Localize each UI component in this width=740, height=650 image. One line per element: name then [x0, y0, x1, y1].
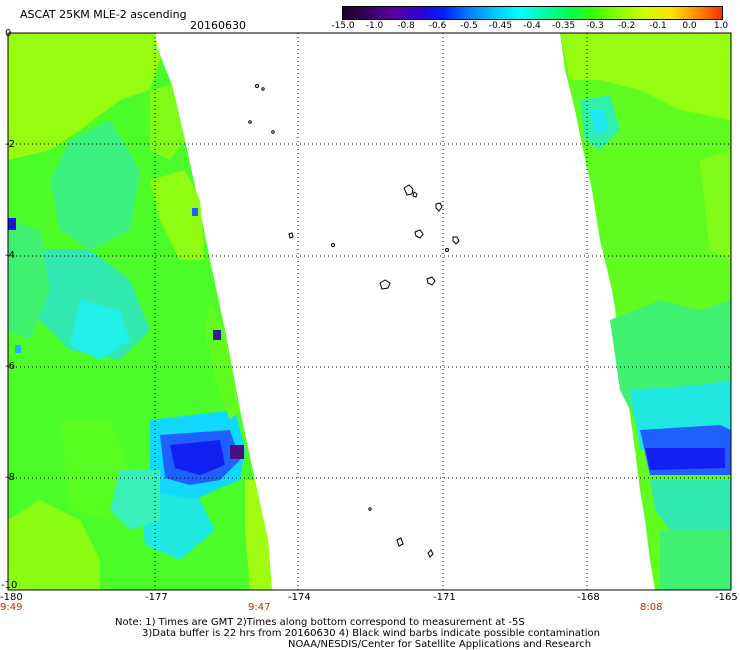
colorbar-label: -1.0 — [365, 21, 384, 31]
y-tick-m4: -4 — [5, 250, 15, 261]
x-tick-m177: -177 — [145, 592, 168, 603]
time-middle: 9:47 — [248, 602, 271, 613]
y-tick-m6: -6 — [5, 361, 15, 372]
grid — [8, 33, 731, 590]
colorbar-label: -0.8 — [397, 21, 415, 31]
time-right: 8:08 — [640, 602, 663, 613]
time-left: 9:49 — [0, 602, 23, 613]
colorbar — [342, 6, 723, 20]
x-tick-m168: -168 — [577, 592, 600, 603]
y-tick-m10: -10 — [1, 580, 18, 591]
colorbar-label: -0.6 — [428, 21, 447, 31]
y-tick-m2: -2 — [5, 139, 15, 150]
colorbar-label: 1.0 — [713, 21, 729, 31]
x-tick-m174: -174 — [288, 592, 311, 603]
coastlines — [248, 84, 460, 558]
y-tick-0: 0 — [5, 28, 12, 39]
y-tick-m8: -8 — [5, 472, 15, 483]
plot-frame — [7, 32, 732, 591]
colorbar-label: -15.0 — [331, 21, 355, 31]
date-label: 20160630 — [190, 19, 246, 32]
note-line-3: NOAA/NESDIS/Center for Satellite Applica… — [288, 639, 592, 650]
x-tick-m171: -171 — [433, 592, 456, 603]
colorbar-label: -0.3 — [586, 21, 604, 31]
colorbar-label: -0.1 — [649, 21, 667, 31]
colorbar-label: -0.5 — [460, 21, 478, 31]
colorbar-label: -0.4 — [523, 21, 541, 31]
colorbar-label: -0.35 — [551, 21, 576, 31]
note-line-1: Note: 1) Times are GMT 2)Times along bot… — [115, 617, 525, 628]
left-swath — [8, 33, 272, 590]
product-title: ASCAT 25KM MLE-2 ascending — [20, 8, 187, 21]
colorbar-label: 0.0 — [682, 21, 697, 31]
note-line-2: 3)Data buffer is 22 hrs from 20160630 4)… — [142, 628, 600, 639]
colorbar-label: -0.2 — [617, 21, 636, 31]
colorbar-label: -0.45 — [488, 21, 513, 31]
right-swath — [560, 33, 731, 590]
x-tick-m165: -165 — [715, 592, 738, 603]
x-tick-m180: -180 — [0, 592, 23, 603]
